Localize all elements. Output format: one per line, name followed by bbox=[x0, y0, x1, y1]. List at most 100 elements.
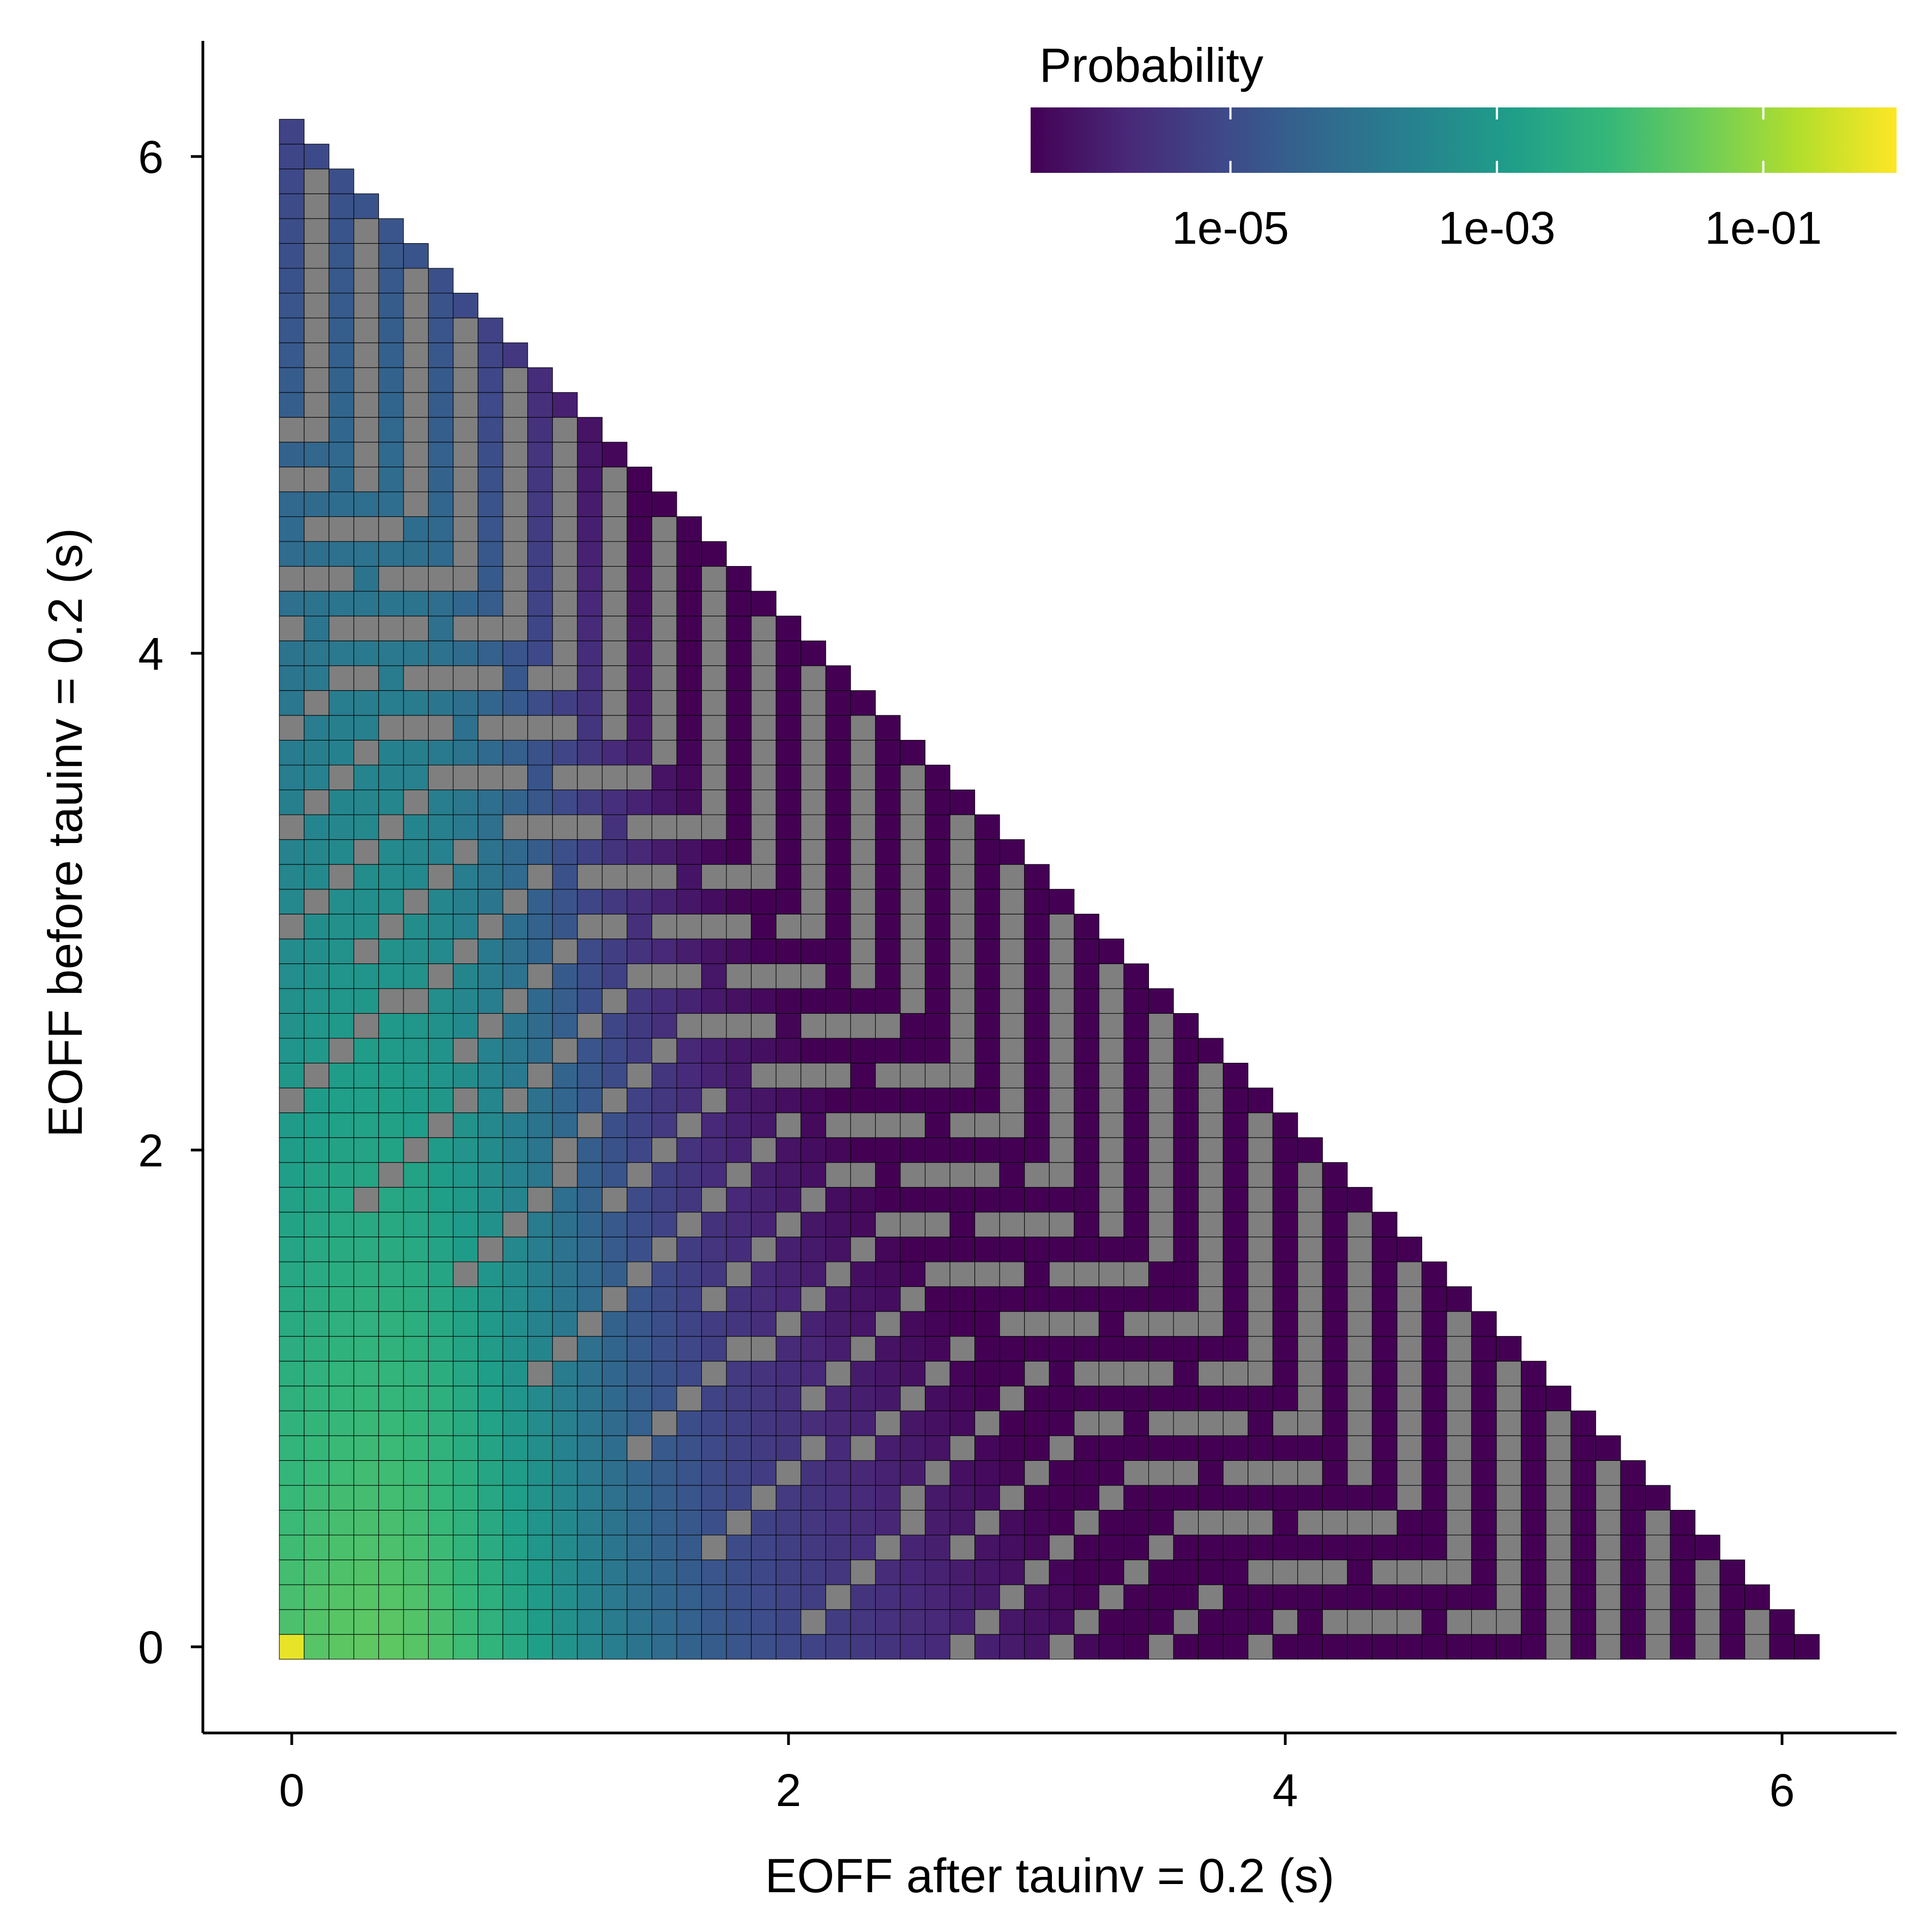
heatmap-cell bbox=[428, 1063, 454, 1088]
heatmap-cell bbox=[1074, 1560, 1099, 1585]
heatmap-cell bbox=[478, 814, 503, 840]
heatmap-cell bbox=[1173, 1311, 1199, 1337]
heatmap-cell bbox=[1173, 1336, 1199, 1362]
heatmap-cell bbox=[601, 765, 628, 791]
heatmap-cell bbox=[502, 1361, 528, 1387]
heatmap-cell bbox=[1272, 1212, 1298, 1237]
heatmap-cell bbox=[1645, 1584, 1671, 1610]
heatmap-cell bbox=[1695, 1560, 1720, 1585]
heatmap-cell bbox=[304, 765, 329, 791]
heatmap-cell bbox=[279, 1261, 305, 1287]
heatmap-cell bbox=[279, 1236, 305, 1262]
heatmap-cell bbox=[974, 1112, 1000, 1138]
heatmap-cell bbox=[478, 417, 503, 443]
heatmap-cell bbox=[801, 715, 826, 741]
heatmap-cell bbox=[601, 1013, 628, 1039]
heatmap-cell bbox=[403, 268, 429, 294]
heatmap-cell bbox=[1024, 864, 1050, 890]
heatmap-cell bbox=[527, 591, 553, 617]
heatmap-cell bbox=[328, 1112, 354, 1138]
heatmap-cell bbox=[527, 1361, 553, 1387]
heatmap-cell bbox=[328, 491, 354, 517]
heatmap-cell bbox=[1024, 1485, 1050, 1510]
heatmap-cell bbox=[775, 1162, 802, 1188]
heatmap-cell bbox=[1371, 1286, 1398, 1312]
heatmap-cell bbox=[453, 1435, 479, 1461]
heatmap-cell bbox=[478, 541, 503, 567]
heatmap-cell bbox=[1545, 1634, 1572, 1660]
heatmap-cell bbox=[478, 640, 503, 666]
heatmap-cell bbox=[378, 317, 404, 344]
heatmap-cell bbox=[1471, 1609, 1497, 1635]
heatmap-cell bbox=[775, 938, 802, 964]
heatmap-cell bbox=[850, 1063, 876, 1088]
heatmap-cell bbox=[1422, 1435, 1447, 1461]
heatmap-cell bbox=[1570, 1509, 1596, 1536]
heatmap-cell bbox=[900, 1336, 926, 1362]
heatmap-cell bbox=[1347, 1187, 1373, 1213]
heatmap-cell bbox=[428, 640, 454, 666]
heatmap-cell bbox=[726, 765, 752, 791]
heatmap-cell bbox=[1198, 1509, 1224, 1536]
heatmap-cell bbox=[726, 790, 752, 815]
heatmap-cell bbox=[949, 1236, 976, 1262]
heatmap-cell bbox=[900, 739, 926, 766]
heatmap-cell bbox=[1570, 1460, 1596, 1486]
heatmap-cell bbox=[478, 466, 503, 492]
heatmap-cell bbox=[428, 1534, 454, 1561]
heatmap-cell bbox=[527, 1560, 553, 1585]
heatmap-cell bbox=[1024, 1187, 1050, 1213]
heatmap-cell bbox=[651, 739, 677, 766]
heatmap-cell bbox=[949, 1410, 976, 1436]
heatmap-cell bbox=[478, 864, 503, 890]
heatmap-cell bbox=[577, 1410, 603, 1436]
heatmap-cell bbox=[726, 1162, 752, 1188]
heatmap-cell bbox=[949, 1609, 976, 1635]
heatmap-cell bbox=[527, 566, 553, 592]
heatmap-cell bbox=[552, 541, 578, 567]
heatmap-cell bbox=[1595, 1634, 1621, 1660]
heatmap-cell bbox=[552, 1236, 578, 1262]
heatmap-cell bbox=[627, 566, 652, 592]
heatmap-cell bbox=[353, 1485, 379, 1510]
heatmap-cell bbox=[1173, 1386, 1199, 1411]
heatmap-cell bbox=[850, 1361, 876, 1387]
heatmap-cell bbox=[1272, 1460, 1298, 1486]
heatmap-cell bbox=[304, 1162, 329, 1188]
heatmap-cell bbox=[751, 1336, 777, 1362]
heatmap-cell bbox=[478, 1063, 503, 1088]
heatmap-cell bbox=[1074, 1410, 1099, 1436]
heatmap-cell bbox=[378, 516, 404, 542]
heatmap-cell bbox=[353, 938, 379, 964]
heatmap-cell bbox=[552, 417, 578, 443]
heatmap-cell bbox=[453, 293, 479, 318]
heatmap-cell bbox=[1371, 1236, 1398, 1262]
heatmap-cell bbox=[1422, 1609, 1447, 1635]
heatmap-cell bbox=[1223, 1137, 1249, 1163]
heatmap-cell bbox=[304, 1112, 329, 1138]
heatmap-cell bbox=[701, 1560, 727, 1585]
heatmap-cell bbox=[601, 790, 628, 815]
heatmap-cell bbox=[1173, 1584, 1199, 1610]
heatmap-cell bbox=[1422, 1361, 1447, 1387]
heatmap-cell bbox=[502, 988, 528, 1014]
heatmap-cell bbox=[701, 913, 727, 940]
heatmap-cell bbox=[1272, 1236, 1298, 1262]
heatmap-cell bbox=[478, 317, 503, 344]
heatmap-cell bbox=[403, 1162, 429, 1188]
heatmap-cell bbox=[478, 665, 503, 691]
heatmap-cell bbox=[328, 765, 354, 791]
heatmap-cell bbox=[651, 1162, 677, 1188]
heatmap-cell bbox=[428, 367, 454, 393]
heatmap-cell bbox=[627, 1534, 652, 1561]
heatmap-cell bbox=[1397, 1560, 1423, 1585]
heatmap-cell bbox=[1148, 1013, 1174, 1039]
heatmap-cell bbox=[701, 1336, 727, 1362]
heatmap-cell bbox=[453, 1534, 479, 1561]
heatmap-cell bbox=[1371, 1560, 1398, 1585]
heatmap-cell bbox=[701, 1038, 727, 1064]
heatmap-cell bbox=[1297, 1286, 1323, 1312]
heatmap-cell bbox=[577, 1236, 603, 1262]
heatmap-cell bbox=[577, 739, 603, 766]
heatmap-cell bbox=[751, 1560, 777, 1585]
